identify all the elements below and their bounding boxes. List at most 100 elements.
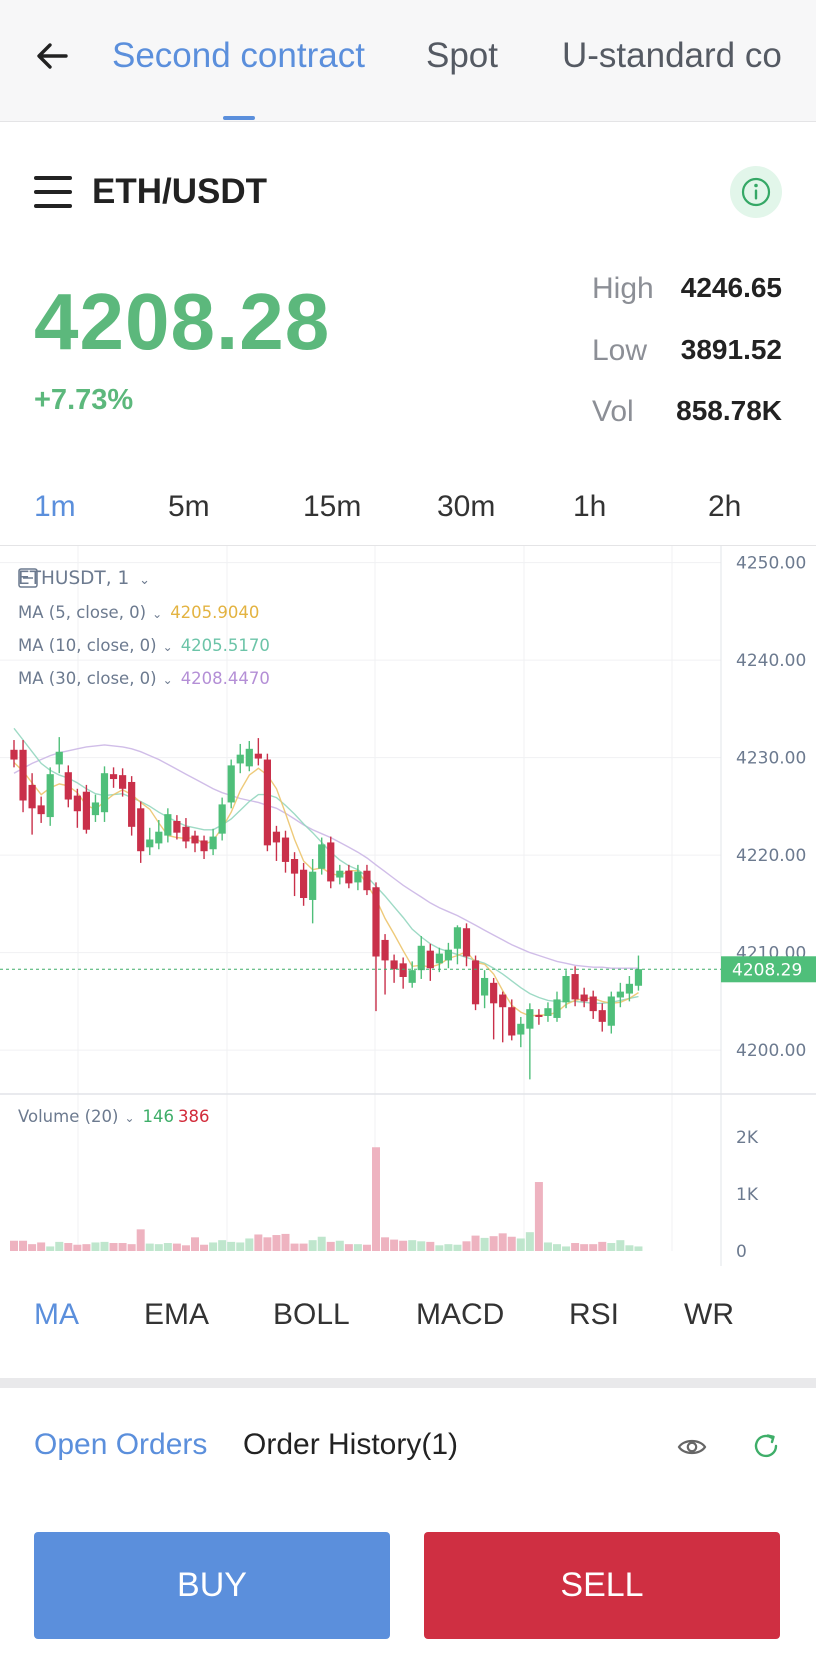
- ma5-label: MA (5, close, 0): [18, 603, 147, 622]
- volume-bar: [37, 1242, 46, 1251]
- indicator-wr[interactable]: WR: [684, 1298, 734, 1331]
- pair-name: ETH/USDT: [92, 172, 267, 211]
- info-button[interactable]: [730, 166, 782, 218]
- volume-tick-label: 0: [736, 1242, 747, 1262]
- candle-body: [345, 870, 353, 884]
- volume-bar: [525, 1232, 534, 1251]
- refresh-icon[interactable]: [751, 1431, 781, 1461]
- chart-canvas[interactable]: 4250.004240.004230.004220.004210.004200.…: [0, 546, 816, 1266]
- candle-body: [146, 839, 154, 848]
- candle-body: [46, 774, 54, 818]
- interval-1m[interactable]: 1m: [34, 490, 76, 523]
- volume-bar: [399, 1240, 408, 1251]
- candle-body: [462, 928, 471, 957]
- ma30-legend[interactable]: MA (30, close, 0) ⌄ 4208.4470: [18, 669, 270, 688]
- interval-tabs: 1m 5m 15m 30m 1h 2h: [0, 480, 816, 546]
- tab-u-standard[interactable]: U-standard co: [562, 36, 782, 75]
- volume-bar: [498, 1233, 507, 1251]
- candle-body: [481, 977, 489, 996]
- indicator-ma[interactable]: MA: [34, 1298, 79, 1331]
- top-bar: Second contract Spot U-standard co: [0, 0, 816, 122]
- chevron-down-icon[interactable]: ⌄: [162, 640, 173, 654]
- volume-bar: [145, 1243, 154, 1251]
- volume-bar: [444, 1244, 453, 1251]
- volume-bar: [100, 1241, 109, 1251]
- kline-chart[interactable]: 4250.00 4240.00 4230.00 4220.00 4210.00 4200.…: [0, 546, 816, 1266]
- chevron-down-icon[interactable]: ⌄: [139, 573, 151, 588]
- indicator-rsi[interactable]: RSI: [569, 1298, 620, 1331]
- price-change: +7.73%: [34, 384, 134, 416]
- interval-30m[interactable]: 30m: [437, 490, 496, 523]
- price-tick-label: 4200.00: [736, 1041, 806, 1061]
- price-tick-label: 4230.00: [736, 749, 806, 769]
- candle-body: [589, 996, 597, 1012]
- volume-bar: [417, 1241, 426, 1251]
- interval-15m[interactable]: 15m: [303, 490, 362, 523]
- volume-bar: [163, 1243, 172, 1251]
- candle-body: [164, 814, 172, 836]
- eye-icon[interactable]: [677, 1432, 707, 1462]
- candle-body: [453, 927, 462, 949]
- tab-open-orders[interactable]: Open Orders: [34, 1428, 208, 1461]
- indicator-tabs: MA EMA BOLL MACD RSI WR: [0, 1290, 816, 1350]
- candle-body: [390, 960, 398, 970]
- volume-bar: [290, 1243, 299, 1251]
- candle-body: [535, 1015, 543, 1017]
- volume-legend[interactable]: Volume (20) ⌄ 146 386: [18, 1107, 210, 1126]
- volume-bar: [381, 1237, 390, 1251]
- volume-bar: [589, 1244, 598, 1251]
- volume-bar: [562, 1246, 571, 1251]
- tab-spot[interactable]: Spot: [426, 36, 498, 75]
- collapse-icon[interactable]: [18, 568, 38, 588]
- buy-button[interactable]: BUY: [34, 1532, 390, 1639]
- indicator-ema[interactable]: EMA: [144, 1298, 210, 1331]
- interval-2h[interactable]: 2h: [708, 490, 742, 523]
- candle-body: [562, 976, 570, 1003]
- candle-body: [209, 836, 217, 850]
- chevron-down-icon[interactable]: ⌄: [152, 607, 163, 621]
- candle-body: [625, 983, 633, 994]
- symbol-legend[interactable]: ETHUSDT, 1 ⌄: [18, 568, 150, 589]
- candle-body: [200, 840, 208, 852]
- volume-bar: [55, 1241, 64, 1251]
- candle-body: [318, 844, 326, 869]
- volume-bar: [625, 1245, 634, 1251]
- candle-body: [137, 808, 145, 852]
- volume-label: Volume (20): [18, 1107, 119, 1126]
- volume-bar: [82, 1244, 91, 1251]
- candle-body: [300, 869, 308, 899]
- price-tick-label: 4220.00: [736, 846, 806, 866]
- high-label: High: [592, 272, 654, 305]
- tab-second-contract[interactable]: Second contract: [112, 36, 365, 75]
- candle-body: [408, 970, 416, 983]
- chevron-down-icon[interactable]: ⌄: [124, 1111, 135, 1125]
- indicator-boll[interactable]: BOLL: [273, 1298, 350, 1331]
- high-value: 4246.65: [680, 272, 782, 303]
- candle-body: [64, 772, 72, 800]
- menu-icon[interactable]: [34, 176, 72, 208]
- volume-bar: [299, 1243, 308, 1251]
- indicator-macd[interactable]: MACD: [416, 1298, 505, 1331]
- volume-bar: [426, 1241, 435, 1251]
- volume-bar: [453, 1244, 462, 1251]
- arrow-left-icon[interactable]: [32, 36, 72, 76]
- volume-tick-label: 2K: [736, 1128, 759, 1148]
- sell-button[interactable]: SELL: [424, 1532, 780, 1639]
- ma10-legend[interactable]: MA (10, close, 0) ⌄ 4205.5170: [18, 636, 270, 655]
- volume-bar: [154, 1244, 163, 1251]
- chevron-down-icon[interactable]: ⌄: [162, 673, 173, 687]
- candle-body: [173, 820, 181, 833]
- ma30-line: [13, 744, 639, 969]
- ma5-legend[interactable]: MA (5, close, 0) ⌄ 4205.9040: [18, 603, 259, 622]
- interval-1h[interactable]: 1h: [573, 490, 607, 523]
- volume-bar: [236, 1242, 245, 1251]
- candle-body: [616, 991, 624, 998]
- last-price: 4208.28: [34, 277, 331, 366]
- interval-5m[interactable]: 5m: [168, 490, 210, 523]
- volume-bar: [209, 1242, 218, 1251]
- tab-order-history[interactable]: Order History(1): [243, 1428, 459, 1461]
- price-tick-label: 4240.00: [736, 651, 806, 671]
- ma30-value: 4208.4470: [180, 669, 270, 688]
- volume-bar: [553, 1244, 561, 1251]
- volume-bar: [408, 1240, 417, 1251]
